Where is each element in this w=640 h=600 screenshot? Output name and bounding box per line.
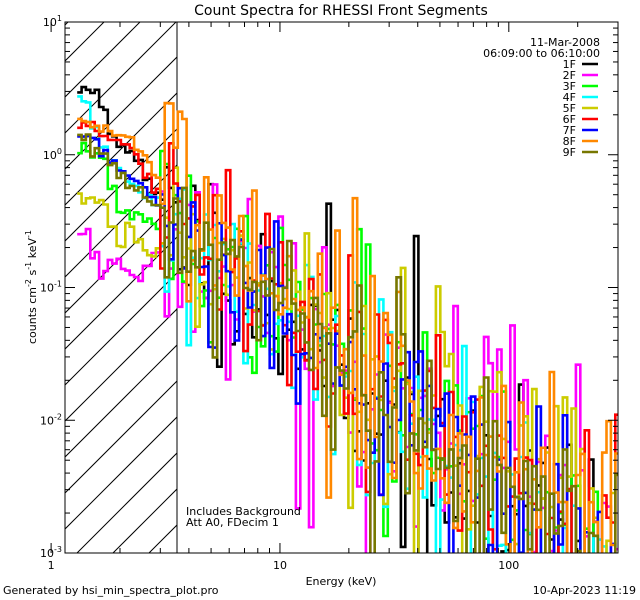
hatch-line: [65, 416, 177, 530]
hatch-line: [65, 22, 177, 134]
hatch-line: [65, 380, 177, 494]
y-tick-label: 10-1: [40, 280, 62, 295]
y-axis-label-sup: -1: [24, 262, 33, 270]
x-tick-label: 1: [48, 559, 55, 572]
hatch-line: [65, 22, 141, 98]
hatch-line: [0, 0, 101, 553]
x-tick-label: 100: [498, 559, 519, 572]
hatch-line: [65, 22, 105, 62]
legend-label-2F: 2F: [563, 69, 576, 82]
annotation-attenuator: Att A0, FDecim 1: [186, 516, 279, 529]
plot-frame: [64, 21, 619, 554]
hatch-line: [65, 344, 177, 458]
legend-label-3F: 3F: [563, 80, 576, 93]
y-tick-label: 100: [43, 147, 62, 162]
series-8F-line: [77, 101, 618, 553]
y-tick-label: 101: [43, 14, 62, 29]
legend-label-4F: 4F: [563, 91, 576, 104]
series-9F-line: [77, 133, 618, 553]
hatch-line: [65, 200, 177, 314]
annotation-background: Includes Background: [186, 505, 301, 518]
x-axis-label: Energy (keV): [306, 575, 377, 588]
y-axis-label-sup: -2: [24, 279, 33, 287]
y-tick-label: 10-2: [40, 412, 62, 427]
legend-label-5F: 5F: [563, 102, 576, 115]
series-layer: [77, 85, 618, 553]
y-axis-label: counts cm-2 s-1 keV-1: [24, 230, 39, 344]
hatch-line: [65, 22, 69, 26]
legend-label-6F: 6F: [563, 113, 576, 126]
legend-label-9F: 9F: [563, 146, 576, 159]
axes: 1 10 100 10-3 10-2 10-1 100 101: [40, 14, 619, 572]
legend-label-8F: 8F: [563, 135, 576, 148]
y-axis-label-part: counts cm: [26, 287, 39, 344]
chart-title: Count Spectra for RHESSI Front Segments: [194, 3, 488, 19]
time-range-label: 06:09:00 to 06:10:00: [483, 47, 600, 60]
y-tick-label: 10-3: [40, 545, 62, 560]
series-6F-line: [77, 120, 618, 553]
footer-timestamp: 10-Apr-2023 11:19: [533, 584, 636, 597]
date-label: 11-Mar-2008: [530, 36, 600, 49]
legend-label-7F: 7F: [563, 124, 576, 137]
legend-label-1F: 1F: [563, 58, 576, 71]
y-axis-label-sup: -1: [24, 230, 33, 238]
y-axis-label-part: keV: [26, 238, 39, 262]
x-tick-label: 10: [273, 559, 287, 572]
footer-generated-by: Generated by hsi_min_spectra_plot.pro: [3, 584, 219, 597]
y-axis-label-part: s: [26, 269, 39, 278]
